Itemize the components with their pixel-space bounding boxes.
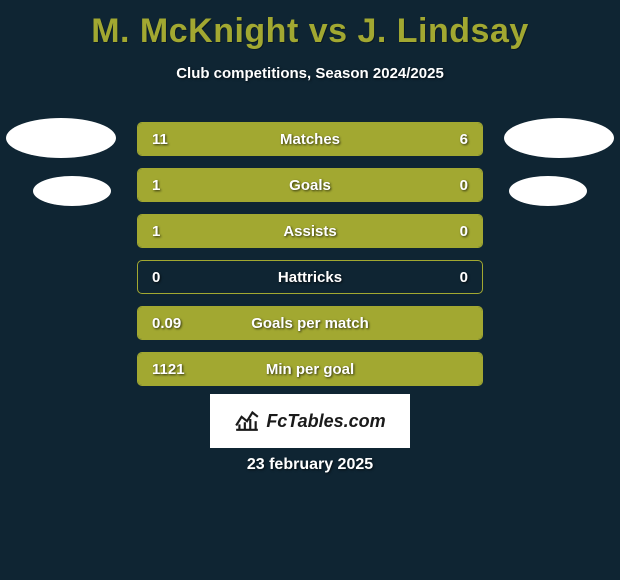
player-left-club-avatar — [33, 176, 111, 206]
stat-row: 1121Min per goal — [137, 352, 483, 386]
stat-left-value: 0 — [152, 269, 160, 286]
chart-icon — [234, 406, 260, 437]
page-title: M. McKnight vs J. Lindsay — [0, 0, 620, 51]
stat-label: Matches — [138, 131, 482, 148]
stat-row: 0Hattricks0 — [137, 260, 483, 294]
stat-row: 0.09Goals per match — [137, 306, 483, 340]
stat-left-value: 1121 — [152, 361, 185, 378]
stat-right-value: 0 — [460, 223, 468, 240]
stat-right-value: 0 — [460, 177, 468, 194]
stat-label: Goals per match — [138, 315, 482, 332]
player-right-club-avatar — [509, 176, 587, 206]
player-right-avatar — [504, 118, 614, 158]
stat-right-value: 0 — [460, 269, 468, 286]
stat-row: 11Matches6 — [137, 122, 483, 156]
stat-left-value: 11 — [152, 131, 168, 148]
stat-rows: 11Matches61Goals01Assists00Hattricks00.0… — [137, 122, 483, 398]
stat-right-value: 6 — [460, 131, 468, 148]
stat-left-value: 0.09 — [152, 315, 181, 332]
player-left-avatar — [6, 118, 116, 158]
fctables-logo: FcTables.com — [210, 394, 410, 448]
stat-left-value: 1 — [152, 177, 160, 194]
stat-row: 1Goals0 — [137, 168, 483, 202]
stat-label: Min per goal — [138, 361, 482, 378]
date-label: 23 february 2025 — [0, 456, 620, 474]
stat-label: Hattricks — [138, 269, 482, 286]
subtitle: Club competitions, Season 2024/2025 — [0, 65, 620, 82]
stat-row: 1Assists0 — [137, 214, 483, 248]
stat-label: Assists — [138, 223, 482, 240]
logo-text: FcTables.com — [266, 411, 385, 432]
stat-left-value: 1 — [152, 223, 160, 240]
stat-label: Goals — [138, 177, 482, 194]
